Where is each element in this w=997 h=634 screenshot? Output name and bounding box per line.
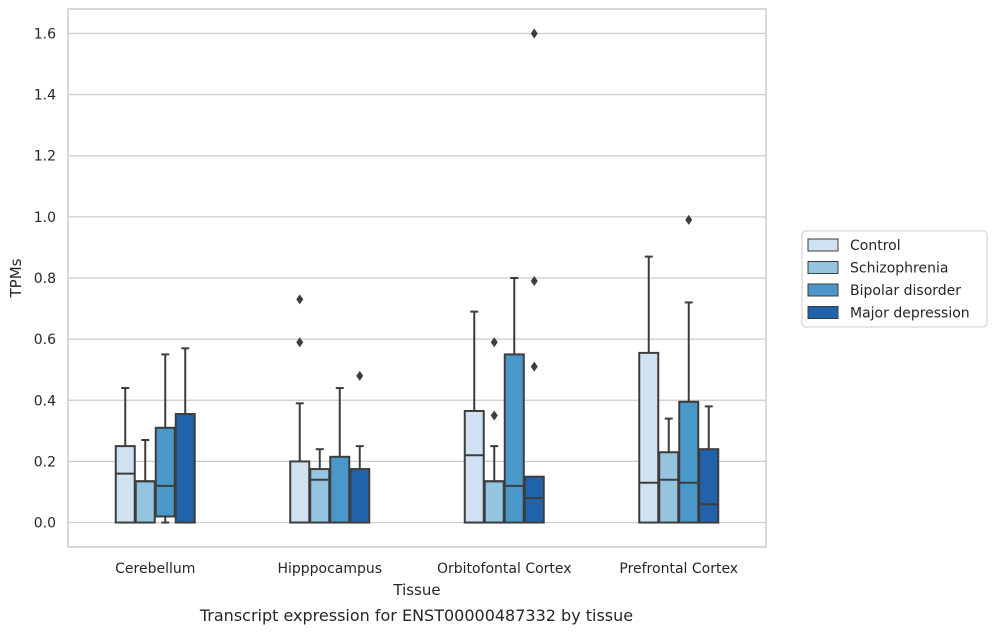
legend-swatch (807, 261, 839, 274)
box (658, 451, 680, 524)
outlier-point (356, 370, 364, 381)
outlier-point (530, 28, 538, 39)
x-tick-label: Hipppocampus (277, 561, 382, 577)
x-tick-label: Cerebellum (115, 561, 195, 577)
box (134, 480, 156, 524)
outlier-point (296, 294, 304, 305)
box (349, 468, 371, 524)
x-tick-label: Orbitofontal Cortex (437, 561, 572, 577)
y-tick-label: 1.2 (34, 149, 56, 165)
box (698, 448, 720, 524)
legend-swatch (807, 306, 839, 319)
y-tick-label: 1.0 (34, 210, 56, 226)
chart-caption: Transcript expression for ENST0000048733… (199, 606, 634, 625)
x-axis-label: Tissue (392, 581, 440, 599)
box (463, 409, 485, 524)
x-tick-label: Prefrontal Cortex (619, 561, 738, 577)
y-tick-label: 1.4 (34, 88, 56, 104)
y-tick-label: 1.6 (34, 26, 56, 42)
legend-frame (801, 230, 988, 328)
outlier-point (530, 361, 538, 372)
box (289, 460, 311, 524)
outlier-point (685, 214, 693, 225)
legend-label: Major depression (850, 306, 970, 322)
box (174, 413, 196, 524)
y-tick-label: 0.2 (34, 454, 56, 470)
y-axis-label: TPMs (7, 258, 25, 298)
y-tick-label: 0.6 (34, 332, 56, 348)
legend-label: Control (850, 238, 901, 254)
box (523, 475, 545, 524)
box (329, 455, 351, 524)
box (503, 353, 525, 524)
box (678, 400, 700, 524)
outlier-point (490, 337, 498, 348)
y-tick-label: 0.8 (34, 271, 56, 287)
box (309, 468, 331, 524)
plot-frame (67, 8, 767, 548)
y-tick-label: 0.0 (34, 516, 56, 532)
legend-label: Bipolar disorder (850, 283, 961, 299)
box (114, 445, 136, 524)
y-tick-label: 0.4 (34, 393, 56, 409)
box (638, 351, 660, 524)
outlier-point (530, 276, 538, 287)
box (483, 480, 505, 524)
box (154, 426, 176, 518)
outlier-point (490, 410, 498, 421)
legend-swatch (807, 238, 839, 252)
legend-swatch (807, 283, 839, 297)
outlier-point (296, 337, 304, 348)
legend-label: Schizophrenia (850, 261, 948, 277)
